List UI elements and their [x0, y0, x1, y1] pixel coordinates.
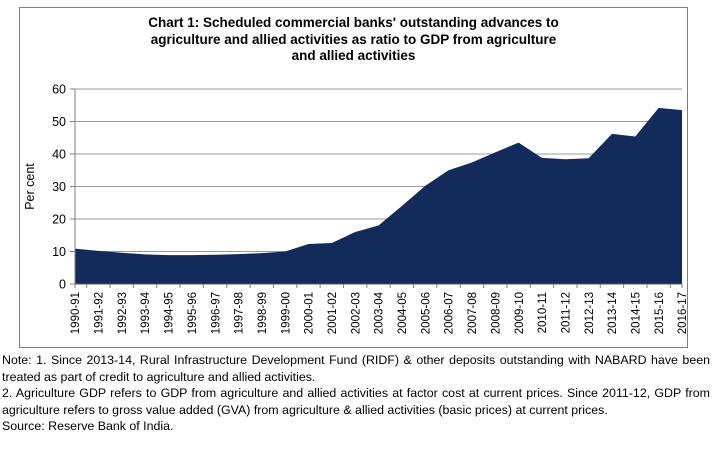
svg-text:2002-03: 2002-03 — [350, 292, 362, 334]
svg-text:2005-06: 2005-06 — [420, 292, 432, 334]
svg-text:1991-92: 1991-92 — [94, 292, 106, 334]
svg-text:2001-02: 2001-02 — [327, 292, 339, 334]
svg-text:40: 40 — [52, 148, 66, 162]
svg-text:20: 20 — [52, 213, 66, 227]
svg-text:30: 30 — [52, 180, 66, 194]
svg-text:50: 50 — [52, 115, 66, 129]
svg-text:60: 60 — [52, 83, 66, 97]
svg-text:2003-04: 2003-04 — [374, 291, 386, 334]
svg-text:2013-14: 2013-14 — [607, 291, 619, 334]
svg-text:2004-05: 2004-05 — [397, 292, 409, 334]
footnotes: Note: 1. Since 2013-14, Rural Infrastruc… — [2, 352, 710, 435]
svg-text:2008-09: 2008-09 — [490, 292, 502, 334]
svg-text:1997-98: 1997-98 — [234, 292, 246, 334]
y-axis-labels: 0 10 20 30 40 50 60 — [52, 83, 66, 292]
chart-figure: 0 10 20 30 40 50 60 1990-91 1991-92 1992-93 1993-9… — [19, 7, 688, 348]
y-axis-title: Per cent — [23, 163, 37, 210]
axes — [70, 88, 683, 288]
svg-text:1998-99: 1998-99 — [257, 292, 269, 334]
svg-text:2016-17: 2016-17 — [677, 292, 687, 334]
svg-text:2000-01: 2000-01 — [304, 292, 316, 334]
note-2: 2. Agriculture GDP refers to GDP from ag… — [2, 386, 710, 417]
svg-text:1992-93: 1992-93 — [117, 292, 129, 334]
svg-text:1993-94: 1993-94 — [140, 291, 152, 334]
x-axis-labels: 1990-91 1991-92 1992-93 1993-94 1994-95 1995-… — [70, 291, 687, 334]
svg-text:2010-11: 2010-11 — [537, 292, 549, 333]
svg-text:2006-07: 2006-07 — [444, 292, 456, 334]
svg-text:2011-12: 2011-12 — [560, 292, 572, 333]
svg-text:10: 10 — [52, 245, 66, 259]
svg-text:1994-95: 1994-95 — [164, 292, 176, 334]
svg-text:1996-97: 1996-97 — [210, 292, 222, 334]
note-1: Note: 1. Since 2013-14, Rural Infrastruc… — [2, 353, 710, 384]
svg-text:2014-15: 2014-15 — [631, 292, 643, 334]
svg-text:2007-08: 2007-08 — [467, 292, 479, 334]
source-note: Source: Reserve Bank of India. — [2, 419, 174, 434]
svg-text:1990-91: 1990-91 — [70, 292, 82, 334]
svg-text:2009-10: 2009-10 — [514, 292, 526, 334]
svg-text:2012-13: 2012-13 — [584, 292, 596, 334]
svg-text:0: 0 — [59, 278, 66, 292]
svg-text:2015-16: 2015-16 — [654, 292, 666, 334]
svg-text:1995-96: 1995-96 — [187, 292, 199, 334]
chart-title: Chart 1: Scheduled commercial banks' out… — [148, 15, 559, 63]
area-chart: 0 10 20 30 40 50 60 1990-91 1991-92 1992-93 1993-9… — [23, 83, 687, 335]
area-series — [75, 107, 682, 284]
svg-text:1999-00: 1999-00 — [280, 292, 292, 334]
